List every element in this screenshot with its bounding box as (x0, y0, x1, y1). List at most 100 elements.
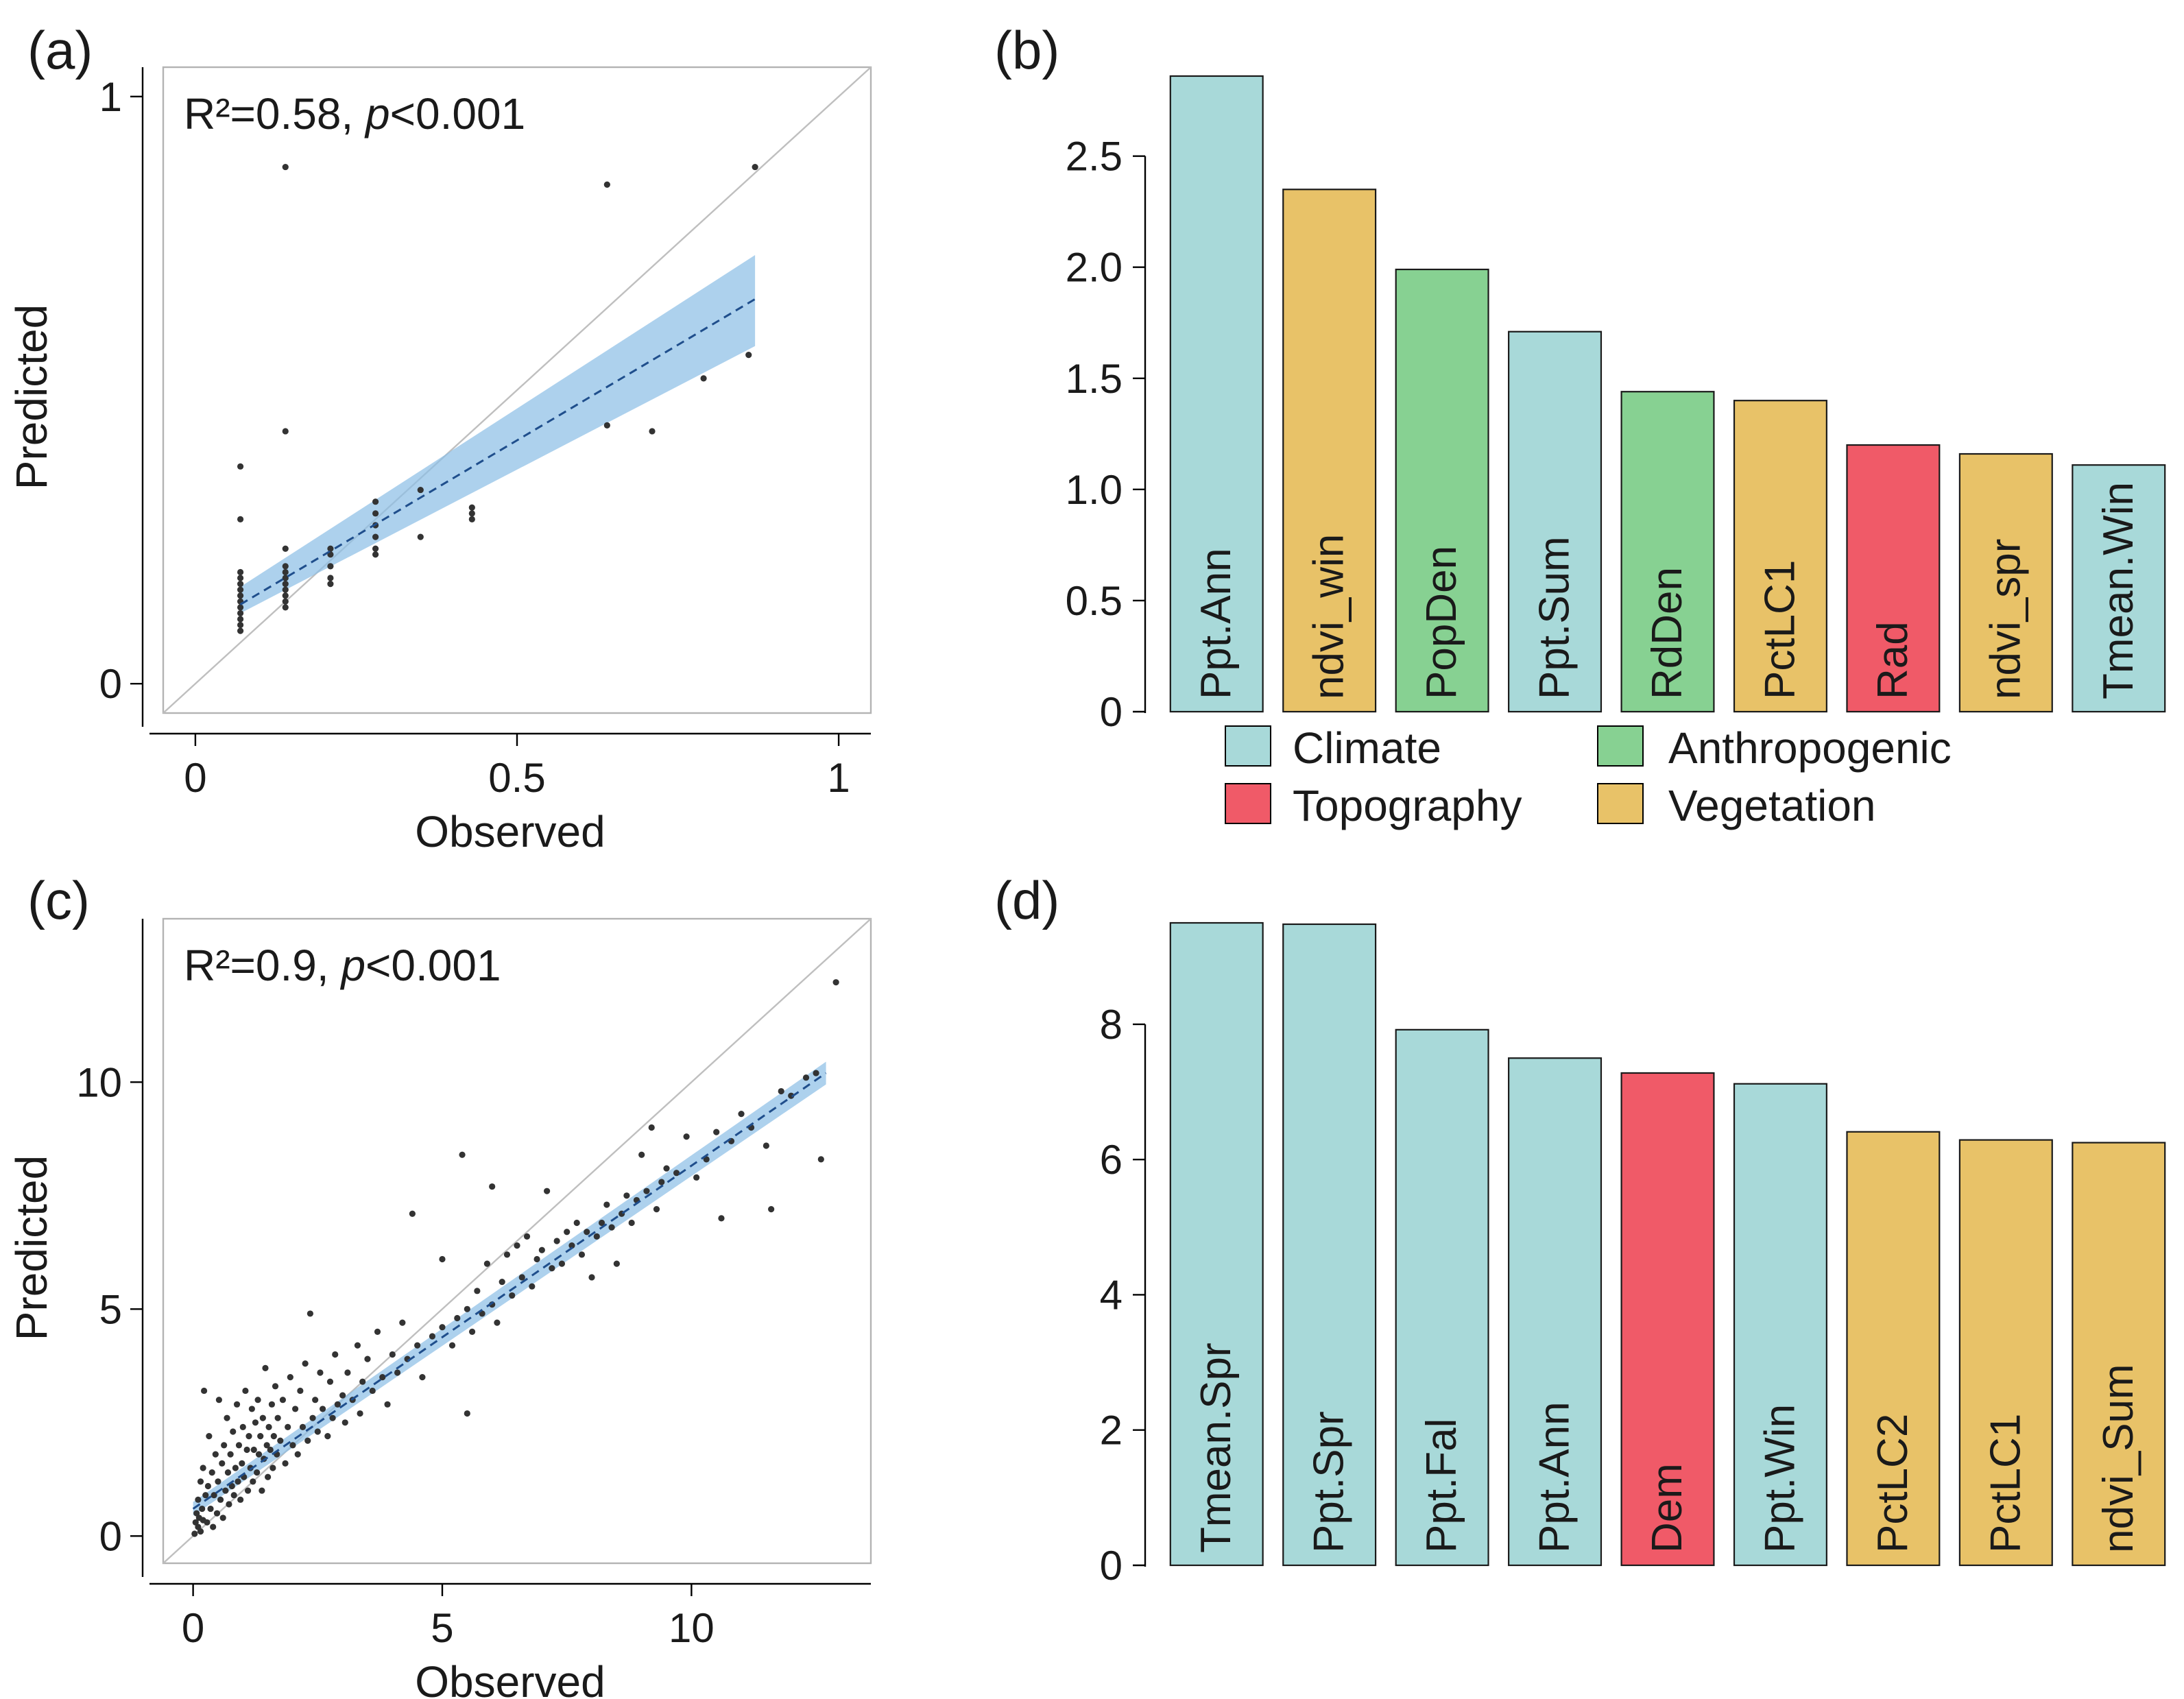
y-tick-label: 1.5 (1066, 356, 1123, 402)
x-tick-label: 5 (431, 1605, 453, 1651)
bar (1169, 921, 1264, 1567)
data-point (279, 1397, 287, 1403)
fit-line (192, 1072, 827, 1510)
data-point (768, 1206, 775, 1213)
data-point (813, 1070, 819, 1076)
data-point (394, 1369, 401, 1376)
x-axis-title: Observed (415, 807, 605, 856)
data-point (623, 1192, 630, 1199)
y-axis-title: Predicted (7, 1155, 56, 1340)
bar-label: Dem (1644, 1463, 1691, 1553)
data-point (219, 1460, 226, 1467)
data-point (327, 545, 334, 552)
data-point (197, 1478, 204, 1485)
data-point (419, 1373, 426, 1381)
data-point (228, 1482, 235, 1490)
data-point (326, 1378, 334, 1385)
data-point (369, 1387, 376, 1395)
data-point (327, 575, 334, 581)
bar (1620, 391, 1715, 713)
data-point (242, 1387, 249, 1395)
data-point (272, 1383, 279, 1390)
data-point (230, 1492, 237, 1499)
data-point (255, 1451, 263, 1458)
data-point (285, 1423, 291, 1431)
identity-line (163, 918, 872, 1564)
y-tick-label: 2.0 (1066, 245, 1123, 291)
confidence-band (193, 1061, 826, 1516)
data-point (372, 510, 379, 517)
y-tick-label: 2.5 (1066, 134, 1123, 180)
data-point (578, 1251, 586, 1258)
bar (1282, 923, 1377, 1567)
data-point (414, 1342, 421, 1349)
data-point (299, 1423, 307, 1431)
data-point (372, 551, 379, 558)
legend-swatch-anthropogenic (1597, 725, 1644, 767)
bar-label: Ppt.Sum (1531, 536, 1579, 699)
plot-frame (162, 917, 872, 1565)
data-point (230, 1428, 237, 1435)
data-point (319, 1406, 326, 1412)
data-point (297, 1387, 304, 1395)
data-point (389, 1351, 396, 1358)
bar (1846, 1131, 1941, 1567)
data-point (700, 375, 707, 382)
data-point (259, 1487, 265, 1494)
data-point (832, 979, 839, 986)
data-point (254, 1397, 261, 1403)
data-point (673, 1170, 680, 1177)
data-point (267, 1446, 274, 1454)
bar-label: Rad (1869, 621, 1917, 699)
bar-label: PctLC2 (1869, 1414, 1917, 1553)
data-point (252, 1419, 259, 1426)
data-point (282, 568, 289, 576)
data-point (202, 1492, 209, 1499)
data-point (372, 498, 379, 505)
bar-label: RdDen (1644, 567, 1691, 699)
data-point (282, 598, 289, 605)
bar (1508, 1057, 1603, 1567)
data-point (215, 1397, 222, 1403)
data-point (254, 1469, 261, 1476)
legend-label-topography: Topography (1293, 781, 1522, 830)
y-tick-label: 0.5 (1066, 578, 1123, 624)
data-point (802, 1074, 810, 1081)
data-point (372, 545, 379, 552)
data-point (200, 1465, 206, 1471)
data-point (489, 1183, 496, 1190)
data-point (474, 1288, 481, 1294)
data-point (237, 610, 244, 617)
data-point (221, 1442, 228, 1449)
bar-label: Ppt.Ann (1192, 548, 1240, 699)
data-point (289, 1442, 296, 1449)
data-point (327, 563, 334, 570)
y-axis-title: Predicted (7, 304, 56, 490)
data-point (282, 163, 289, 171)
data-point (354, 1342, 361, 1349)
y-tick-label: 10 (76, 1059, 122, 1105)
x-tick-label: 10 (669, 1605, 715, 1651)
bar (2072, 1142, 2166, 1567)
data-point (282, 563, 289, 570)
data-point (468, 510, 475, 517)
data-point (317, 1369, 324, 1376)
bar-label: PctLC1 (1982, 1414, 2029, 1553)
data-point (357, 1410, 363, 1417)
bar (1733, 400, 1827, 713)
data-point (191, 1530, 198, 1537)
data-point (237, 592, 244, 599)
data-point (204, 1519, 211, 1526)
data-point (250, 1446, 257, 1454)
panel-label-d: (d) (994, 870, 1059, 930)
bar (1958, 453, 2053, 713)
data-point (364, 1355, 371, 1362)
data-point (584, 1229, 590, 1236)
data-point (503, 1251, 511, 1258)
data-point (227, 1451, 234, 1458)
bar (1169, 75, 1264, 713)
data-point (454, 1314, 461, 1322)
data-point (237, 581, 244, 588)
data-point (215, 1478, 221, 1485)
data-point (224, 1414, 230, 1421)
